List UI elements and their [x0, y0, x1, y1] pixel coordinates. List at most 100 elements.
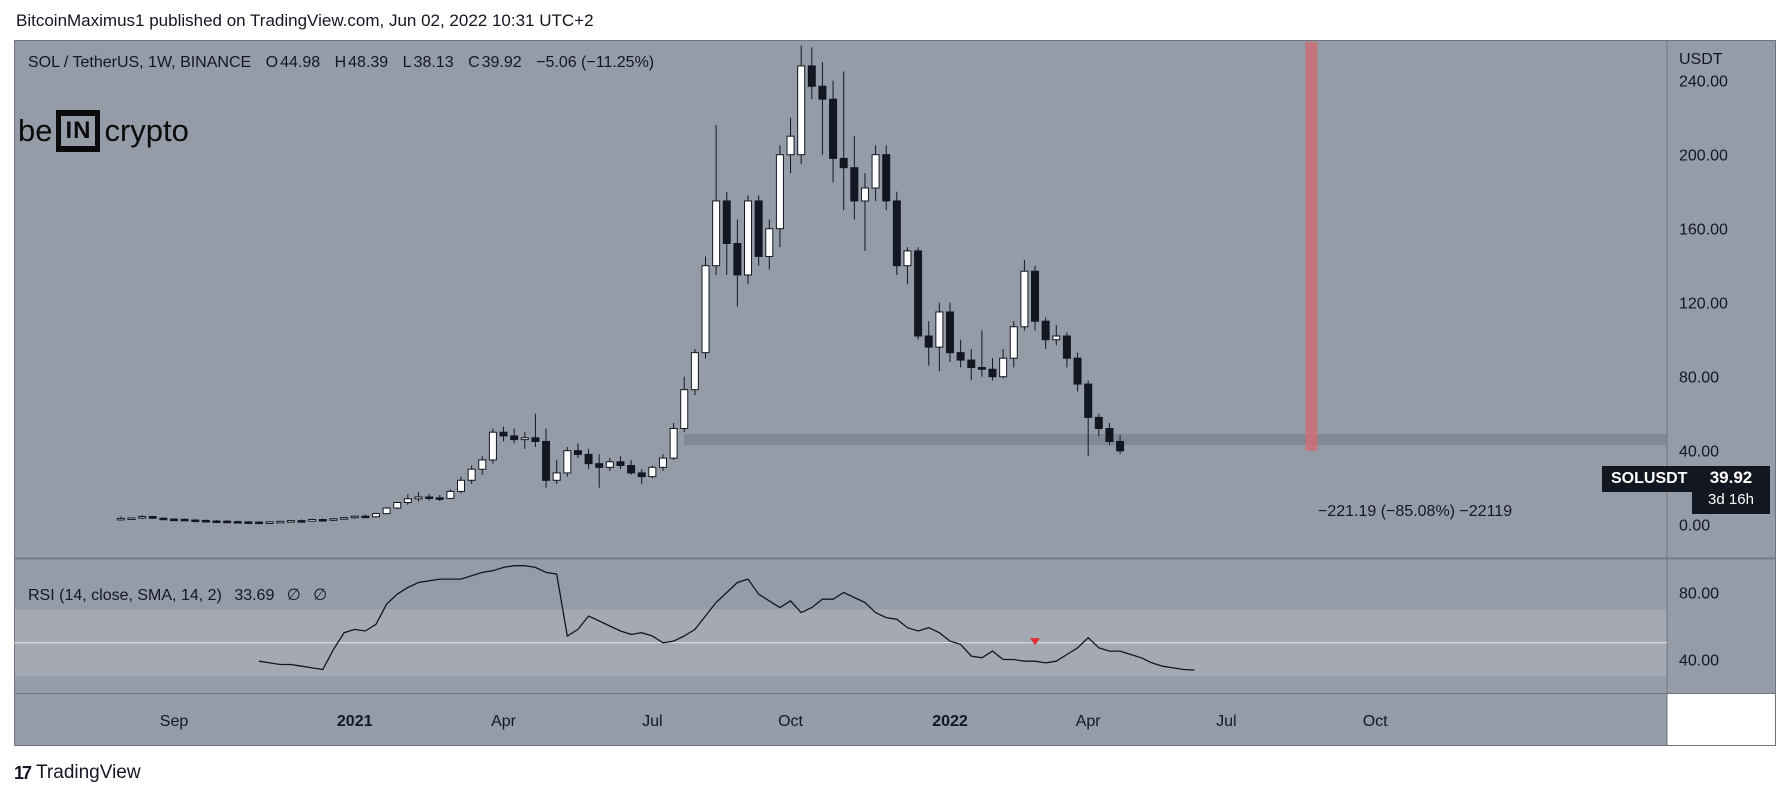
price-tick-label: 160.00 [1679, 222, 1728, 239]
time-tick-label: Sep [160, 713, 189, 730]
chart-frame[interactable]: USDT 0.00 40.00 80.00 120.00 160.00 200.00 240… [14, 40, 1776, 746]
vertical-highlight-bar [1305, 41, 1318, 451]
candle-body [350, 515, 359, 519]
candles [116, 45, 1125, 525]
candle-body [860, 187, 869, 202]
candle-body [478, 459, 487, 470]
candle-body [180, 518, 189, 522]
candle-body [276, 520, 285, 524]
candle-body [170, 518, 178, 522]
candle-body [382, 507, 391, 515]
price-tick-label: 80.00 [1679, 370, 1719, 387]
time-tick-label: Jul [642, 713, 662, 730]
candle-body [1052, 335, 1061, 341]
candle-body [233, 521, 242, 524]
candle-body [212, 520, 221, 523]
candle-body [201, 519, 210, 523]
candle-body [446, 490, 455, 499]
candle-body [807, 65, 816, 87]
support-zone-band [684, 434, 1667, 446]
candle-body [616, 461, 625, 466]
last-price-badge: 39.92 3d 16h [1692, 466, 1770, 514]
candle-body [850, 167, 859, 202]
open-label: O [265, 54, 279, 71]
rsi-line [258, 565, 1195, 671]
candle-body [286, 520, 295, 523]
candle-body [488, 431, 497, 461]
candle-body [510, 435, 519, 441]
time-tick-label: Oct [778, 713, 803, 730]
logo-box: IN [56, 110, 101, 152]
candle-body [531, 437, 540, 442]
candle-body [542, 440, 551, 481]
candle-body [967, 359, 976, 368]
candle-body [829, 98, 838, 159]
rsi-value: 33.69 [234, 587, 275, 604]
price-tick-label: 40.00 [1679, 444, 1719, 461]
candle-body [945, 311, 954, 354]
candle-body [680, 389, 689, 429]
change-value: −5.06 (−11.25%) [536, 54, 655, 71]
high-label: H [334, 54, 347, 71]
price-axis[interactable] [1667, 40, 1776, 693]
candle-body [882, 154, 891, 202]
candle-body [754, 200, 763, 257]
candle-body [116, 517, 125, 521]
candle-body [159, 517, 168, 521]
candle-body [127, 517, 136, 521]
ohlc-legend[interactable]: SOL / TetherUS, 1W, BINANCE O 44.98 H 48.3… [28, 54, 654, 72]
measure-label: −221.19 (−85.08%) −22119 [1318, 503, 1513, 520]
candle-body [637, 472, 646, 478]
symbol-label[interactable]: SOL / TetherUS, 1W, BINANCE [28, 54, 252, 71]
time-tick-label: Apr [1076, 713, 1102, 730]
rsi-label[interactable]: RSI (14, close, SMA, 14, 2) [28, 587, 222, 604]
candle-body [520, 437, 529, 441]
candle-body [605, 461, 614, 468]
close-label: C [468, 54, 480, 71]
low-value: 38.13 [413, 54, 454, 71]
price-ticks: 0.00 40.00 80.00 120.00 160.00 200.00 240.00 [1679, 74, 1728, 535]
candle-body [722, 200, 731, 244]
candle-body [584, 453, 593, 465]
candle-body [658, 457, 667, 468]
candle-body [1020, 270, 1029, 328]
candle-body [839, 157, 848, 169]
rsi-legend[interactable]: RSI (14, close, SMA, 14, 2) 33.69 ∅ ∅ [28, 585, 327, 605]
candle-body [1073, 357, 1082, 385]
chart-svg[interactable]: USDT 0.00 40.00 80.00 120.00 160.00 200.00 240… [14, 40, 1776, 746]
time-tick-label: Jul [1216, 713, 1236, 730]
price-tick-label: 200.00 [1679, 148, 1728, 165]
candle-body [340, 517, 349, 520]
candle-body [701, 265, 710, 354]
time-tick-label: 2021 [337, 713, 373, 730]
candle-body [435, 497, 444, 500]
candle-body [1009, 326, 1018, 359]
candle-body [914, 250, 923, 337]
price-axis-unit: USDT [1679, 51, 1723, 68]
candle-body [1062, 335, 1071, 359]
last-price-value: 39.92 [1709, 468, 1753, 487]
candle-body [297, 520, 306, 523]
candle-body [797, 65, 806, 156]
candle-body [191, 519, 200, 523]
candle-body [744, 200, 753, 276]
candle-body [903, 250, 912, 267]
candle-body [935, 311, 944, 348]
time-tick-label: 2022 [932, 713, 968, 730]
publisher-line: BitcoinMaximus1 published on TradingView… [16, 11, 594, 30]
time-ticks: Sep 2021 Apr Jul Oct 2022 Apr Jul Oct [160, 713, 1388, 730]
footer-brand-name[interactable]: TradingView [36, 762, 141, 783]
vertical-highlight [1305, 41, 1318, 451]
time-axis[interactable] [14, 693, 1667, 746]
candle-body [308, 519, 317, 522]
price-tick-label: 120.00 [1679, 296, 1728, 313]
candle-body [403, 498, 412, 503]
candle-body [924, 335, 933, 348]
candle-body [775, 154, 784, 230]
candle-body [818, 85, 827, 100]
candle-body [1031, 270, 1040, 322]
open-value: 44.98 [280, 54, 321, 71]
footer-brand[interactable]: 17 TradingView [14, 762, 141, 784]
time-tick-label: Oct [1363, 713, 1388, 730]
candle-body [977, 366, 986, 370]
